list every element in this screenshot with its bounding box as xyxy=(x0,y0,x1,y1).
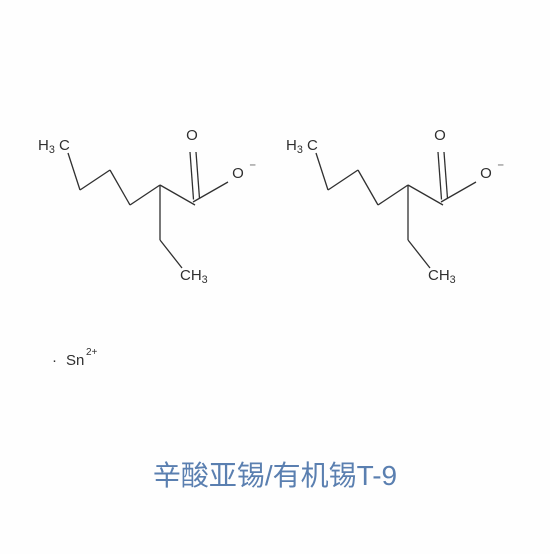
compound-name-caption: 辛酸亚锡/有机锡T-9 xyxy=(0,454,550,494)
atom-label-h3c-top-r: H3 C xyxy=(286,137,318,156)
bond xyxy=(328,170,358,190)
atom-label-o-dbl-r: O xyxy=(434,127,446,144)
bond xyxy=(408,185,443,205)
2-ethylhexanoate-left: H3 C O O ⁻ CH3 xyxy=(38,127,256,286)
atom-label-ch3-bottom-r: CH3 xyxy=(428,267,456,286)
bond xyxy=(438,152,442,200)
bond xyxy=(316,153,328,190)
atom-label-o-neg-r: O xyxy=(480,165,492,182)
bond xyxy=(196,152,200,199)
bond xyxy=(358,170,378,205)
bond xyxy=(110,170,130,205)
bond xyxy=(160,185,195,205)
tin-ion: · Sn2+ xyxy=(52,347,98,369)
atom-label-o-neg-charge: ⁻ xyxy=(249,159,256,175)
bond xyxy=(68,153,80,190)
ion-symbol: Sn xyxy=(66,352,84,369)
bond xyxy=(378,185,408,205)
ion-dot: · xyxy=(52,352,57,369)
bond xyxy=(160,240,182,268)
bond xyxy=(130,185,160,205)
atom-label-ch3-bottom: CH3 xyxy=(180,267,208,286)
atom-label-o-neg-charge-r: ⁻ xyxy=(497,159,504,175)
bond xyxy=(190,152,194,200)
atom-label-o-dbl: O xyxy=(186,127,198,144)
bond xyxy=(444,152,448,199)
caption-text: 辛酸亚锡/有机锡T-9 xyxy=(153,460,397,491)
ion-charge: 2+ xyxy=(86,347,98,358)
atom-label-h3c-top: H3 C xyxy=(38,137,70,156)
atom-label-o-neg: O xyxy=(232,165,244,182)
bond xyxy=(80,170,110,190)
bond xyxy=(408,240,430,268)
2-ethylhexanoate-right: H3 C O O ⁻ CH3 xyxy=(286,127,504,286)
